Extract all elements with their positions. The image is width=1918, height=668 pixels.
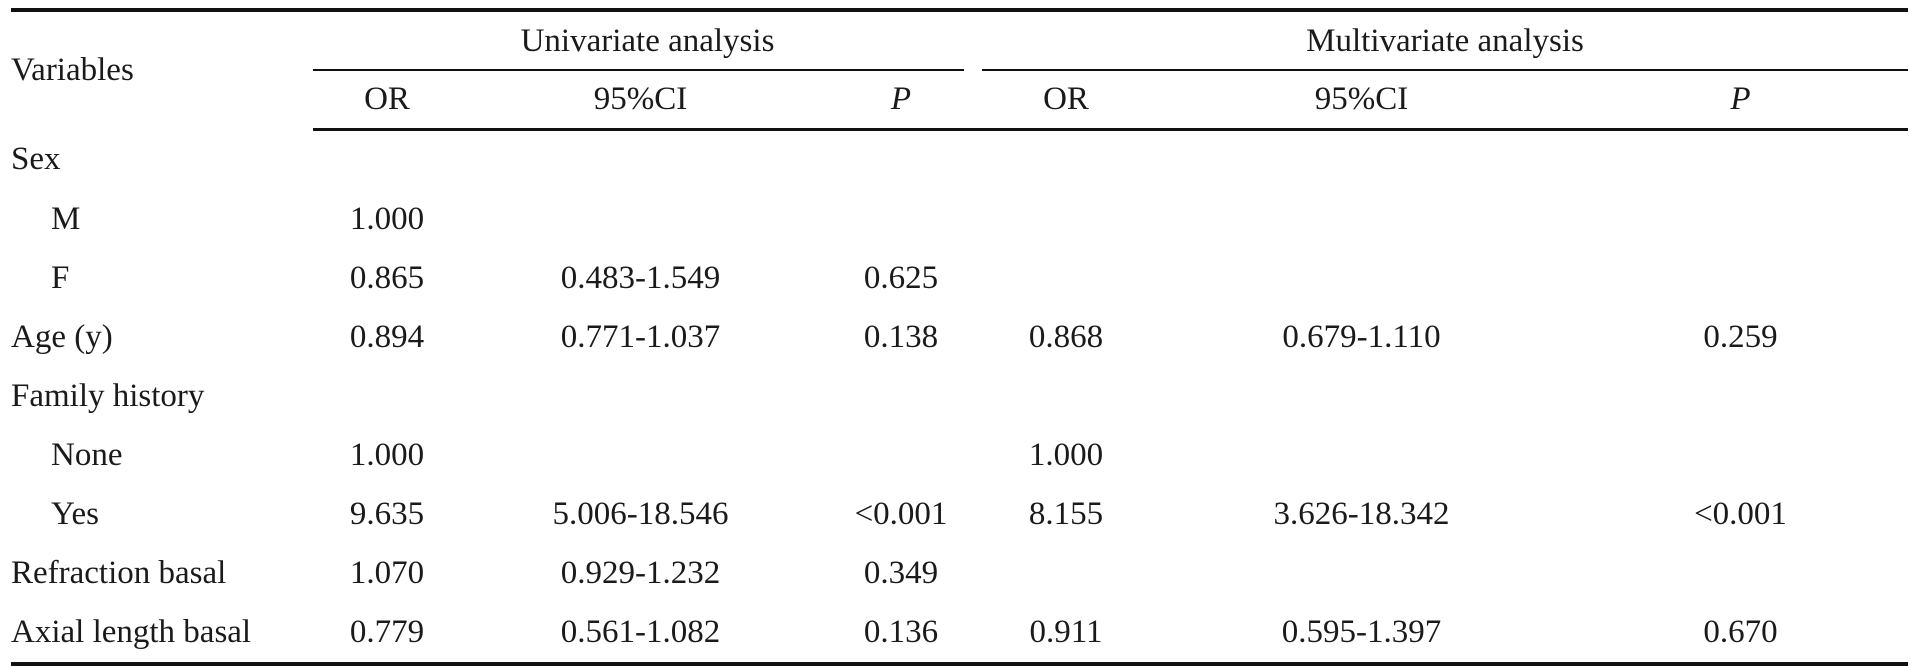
cell-or-uni: 0.865 — [349, 260, 425, 296]
cell-ci-uni: 5.006-18.546 — [552, 496, 729, 532]
multivariate-header-label: Multivariate analysis — [1306, 22, 1584, 59]
table-row: Axial length basal 0.779 0.561-1.082 0.136 0… — [11, 603, 1908, 666]
col-header-or-multi: OR — [982, 70, 1150, 131]
cell-p-multi: 0.670 — [1573, 603, 1908, 666]
univariate-underline — [313, 69, 964, 71]
cell-or-multi: 0.911 — [982, 603, 1150, 666]
univariate-header: Univariate analysis — [313, 8, 982, 71]
cell-or-uni: 9.635 — [349, 496, 425, 532]
cell-ci-multi — [1150, 426, 1573, 485]
cell-or-uni: 1.000 — [349, 437, 425, 473]
table-row: Age (y) 0.894 0.771-1.037 0.138 0.868 0.679-1… — [11, 308, 1908, 367]
row-label: Family history — [11, 378, 205, 414]
row-label: F — [51, 260, 70, 296]
col-header-ci-multi: 95%CI — [1150, 70, 1573, 131]
cell-or-uni — [313, 367, 461, 426]
cell-ci-multi: 0.679-1.110 — [1282, 319, 1441, 355]
table-row: F 0.865 0.483-1.549 0.625 — [11, 249, 1908, 308]
cell-or-uni: 0.894 — [349, 319, 425, 355]
row-label: M — [51, 201, 81, 237]
cell-ci-uni: 0.483-1.549 — [560, 260, 721, 296]
cell-or-multi — [982, 190, 1150, 249]
cell-ci-multi: 0.595-1.397 — [1150, 603, 1573, 666]
cell-or-multi — [982, 130, 1150, 191]
cell-p-multi — [1573, 130, 1908, 191]
cell-p-multi — [1573, 190, 1908, 249]
cell-or-multi: 0.868 — [1028, 319, 1104, 355]
cell-ci-multi — [1150, 130, 1573, 191]
header-row-columns: OR 95%CI P OR 95%CI P — [11, 70, 1908, 131]
cell-or-uni — [313, 130, 461, 191]
cell-p-uni — [820, 190, 982, 249]
row-label: Yes — [51, 496, 100, 532]
row-label: Sex — [11, 141, 61, 178]
multivariate-header: Multivariate analysis — [982, 8, 1908, 71]
cell-ci-uni — [461, 130, 820, 191]
table-row: None 1.000 1.000 — [11, 426, 1908, 485]
multivariate-underline — [982, 69, 1908, 71]
cell-p-uni: 0.349 — [863, 555, 939, 591]
table-row: M 1.000 — [11, 190, 1908, 249]
table-row: Family history — [11, 367, 1908, 426]
cell-ci-multi: 3.626-18.342 — [1273, 496, 1450, 532]
cell-p-uni — [820, 367, 982, 426]
cell-p-multi — [1573, 249, 1908, 308]
header-row-groups: Variables Univariate analysis Multivaria… — [11, 8, 1908, 130]
cell-ci-uni: 0.561-1.082 — [461, 603, 820, 666]
cell-p-uni: 0.138 — [863, 319, 939, 355]
cell-p-uni — [820, 426, 982, 485]
cell-or-multi — [982, 544, 1150, 603]
row-label: None — [51, 437, 123, 473]
col-header-p-multi: P — [1573, 70, 1908, 131]
cell-ci-uni: 0.929-1.232 — [560, 555, 721, 591]
cell-p-uni — [820, 130, 982, 191]
cell-ci-multi — [1150, 249, 1573, 308]
cell-ci-uni — [461, 190, 820, 249]
cell-or-multi — [982, 249, 1150, 308]
cell-or-multi: 1.000 — [1028, 437, 1104, 473]
cell-or-uni: 0.779 — [313, 603, 461, 666]
table-row: Yes 9.635 5.006-18.546 <0.001 8.155 3.626-18.… — [11, 485, 1908, 544]
row-label: Axial length basal — [11, 603, 313, 666]
cell-p-multi — [1573, 426, 1908, 485]
col-header-p-uni: P — [820, 70, 982, 131]
cell-ci-multi — [1150, 367, 1573, 426]
cell-p-uni: 0.625 — [863, 260, 939, 296]
row-label: Age (y) — [11, 319, 113, 355]
cell-p-multi — [1573, 544, 1908, 603]
cell-p-uni: <0.001 — [854, 496, 948, 532]
cell-p-multi: <0.001 — [1694, 496, 1787, 532]
variables-header: Variables — [11, 8, 313, 130]
cell-ci-uni — [461, 426, 820, 485]
cell-or-multi — [982, 367, 1150, 426]
col-header-ci-uni: 95%CI — [461, 70, 820, 131]
cell-ci-uni: 0.771-1.037 — [560, 319, 721, 355]
logistic-regression-table: Variables Univariate analysis Multivaria… — [11, 8, 1908, 666]
table-row: Refraction basal 1.070 0.929-1.232 0.349 — [11, 544, 1908, 603]
cell-p-multi — [1573, 367, 1908, 426]
cell-ci-multi — [1150, 544, 1573, 603]
row-label: Refraction basal — [11, 555, 227, 591]
col-header-or-uni: OR — [313, 70, 461, 131]
cell-p-multi: 0.259 — [1703, 319, 1778, 355]
cell-ci-uni — [461, 367, 820, 426]
univariate-header-label: Univariate analysis — [520, 22, 775, 59]
cell-or-uni: 1.000 — [349, 201, 425, 237]
cell-p-uni: 0.136 — [820, 603, 982, 666]
cell-or-multi: 8.155 — [1028, 496, 1104, 532]
table-row: Sex — [11, 130, 1908, 191]
table-body: Sex M 1.000 F 0.865 0.483-1.549 0.625 Age (y) 0.… — [11, 130, 1908, 666]
cell-or-uni: 1.070 — [349, 555, 425, 591]
cell-ci-multi — [1150, 190, 1573, 249]
